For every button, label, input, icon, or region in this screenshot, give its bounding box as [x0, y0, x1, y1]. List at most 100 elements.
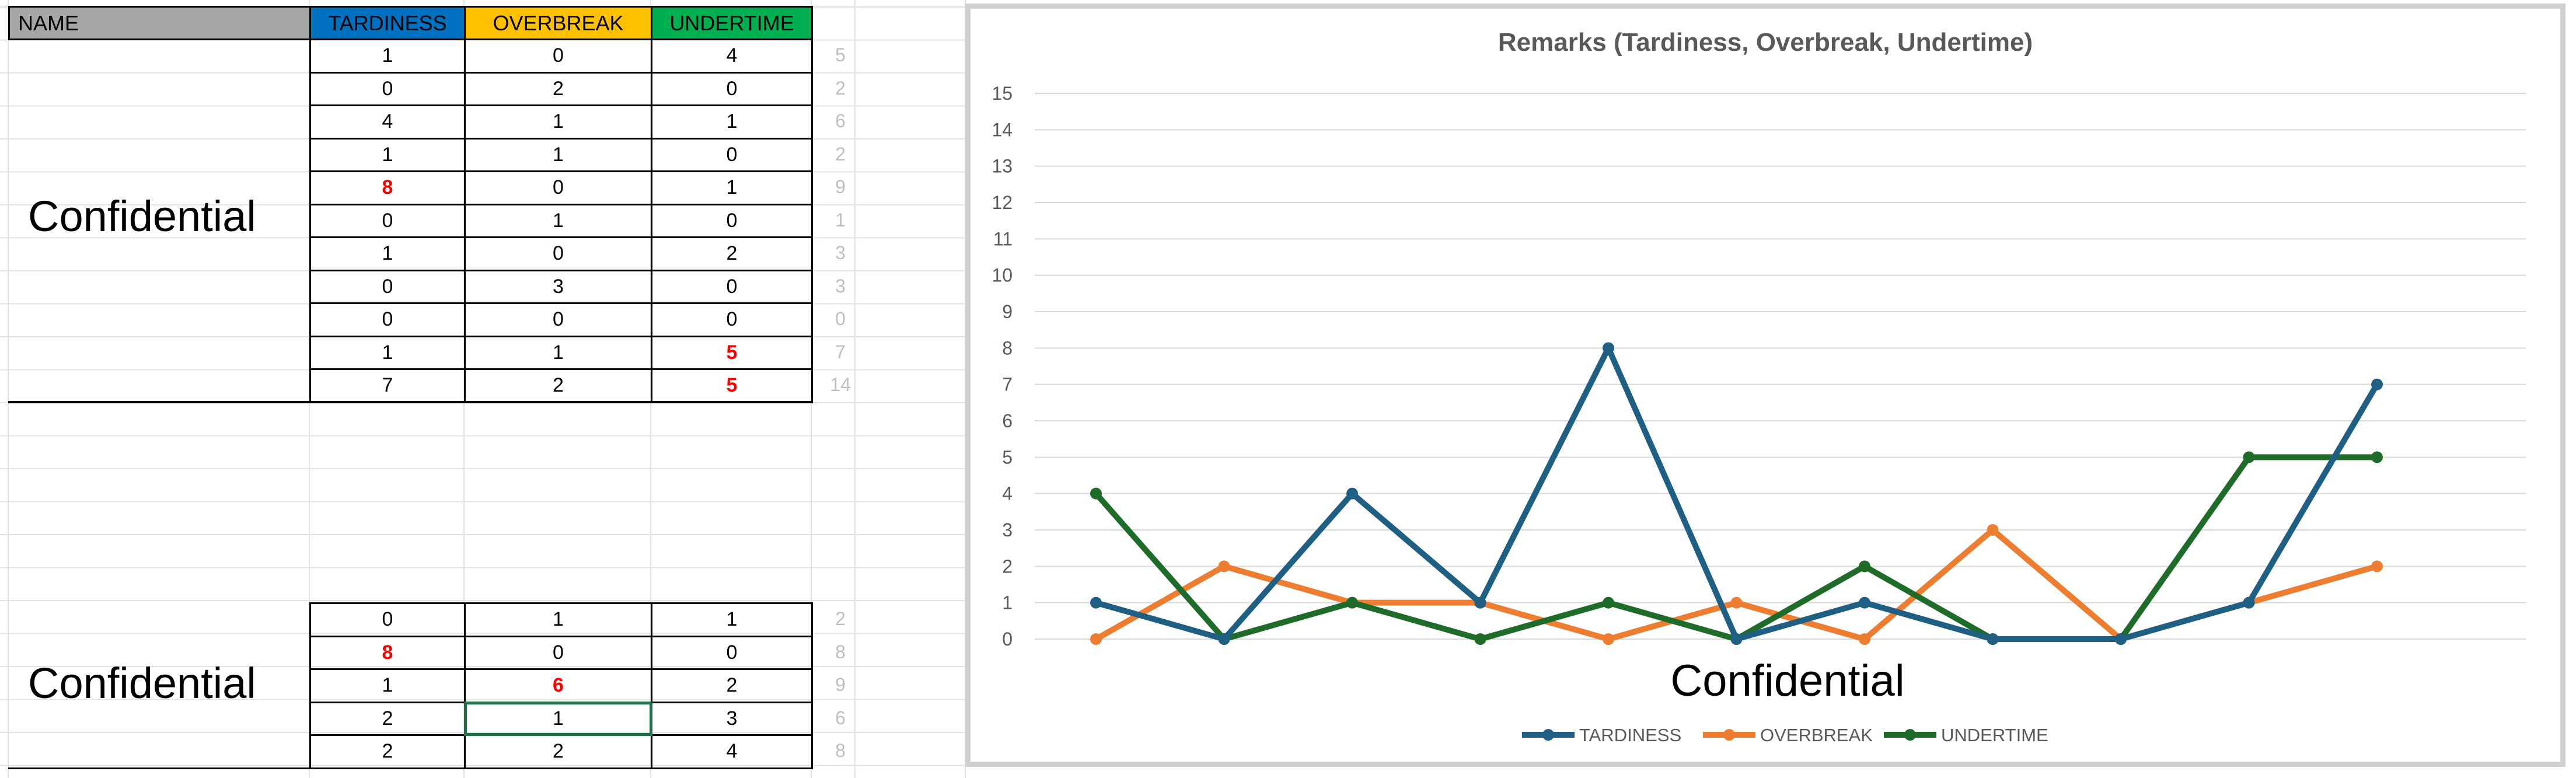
- group1-cell-u[interactable]: 5: [651, 368, 813, 403]
- group1-cell-t[interactable]: 0: [309, 302, 466, 337]
- y-tick-label: 4: [1002, 483, 1013, 504]
- group1-cell-t[interactable]: 0: [309, 71, 466, 106]
- group1-cell-o[interactable]: 1: [464, 203, 652, 238]
- legend-marker-undertime: [1904, 729, 1916, 741]
- series-line-undertime: [1093, 454, 2380, 642]
- y-tick-label: 8: [1002, 337, 1013, 358]
- group1-cell-t[interactable]: 4: [309, 104, 466, 139]
- group2-cell-u[interactable]: 1: [651, 602, 813, 637]
- group2-cell-t[interactable]: 2: [309, 701, 466, 736]
- data-point-tardiness: [1730, 633, 1743, 645]
- group2-cell-u[interactable]: 4: [651, 734, 813, 769]
- y-tick-label: 10: [992, 265, 1013, 286]
- group2-cell-u[interactable]: 2: [651, 668, 813, 703]
- group2-cell-o[interactable]: 6: [464, 668, 652, 703]
- group1-cell-u[interactable]: 0: [651, 269, 813, 304]
- group1-cell-t[interactable]: 1: [309, 39, 466, 74]
- data-point-tardiness: [1987, 633, 1999, 645]
- header-overbreak[interactable]: OVERBREAK: [464, 6, 652, 40]
- group2-cell-o[interactable]: 2: [464, 734, 652, 769]
- group1-cell-o[interactable]: 2: [464, 71, 652, 106]
- group1-cell-u[interactable]: 1: [651, 170, 813, 205]
- data-point-tardiness: [1603, 342, 1614, 354]
- chart-title: Remarks (Tardiness, Overbreak, Undertime…: [1498, 28, 2033, 57]
- group1-cell-t[interactable]: 8: [309, 170, 466, 205]
- group1-cell-o[interactable]: 0: [464, 236, 652, 271]
- data-point-undertime: [1603, 596, 1614, 609]
- data-point-undertime: [1346, 596, 1358, 609]
- data-point-overbreak: [2371, 560, 2383, 573]
- group1-cell-u[interactable]: 0: [651, 71, 813, 106]
- data-point-undertime: [1859, 560, 1870, 573]
- line-chart[interactable]: Remarks (Tardiness, Overbreak, Undertime…: [965, 4, 2565, 767]
- confidential-label-bottom: Confidential: [28, 659, 256, 707]
- group2-cell-u[interactable]: 0: [651, 635, 813, 670]
- data-point-tardiness: [1090, 596, 1102, 609]
- data-point-overbreak: [1090, 633, 1102, 645]
- y-tick-label: 3: [1002, 519, 1013, 540]
- y-tick-label: 15: [992, 83, 1013, 104]
- data-point-undertime: [2243, 451, 2255, 463]
- y-tick-label: 7: [1002, 374, 1013, 395]
- group1-cell-u[interactable]: 4: [651, 39, 813, 74]
- group2-row-total: 9: [835, 674, 846, 695]
- group1-row-total: 0: [835, 308, 846, 329]
- group1-cell-u[interactable]: 5: [651, 335, 813, 370]
- y-tick-label: 5: [1002, 446, 1013, 468]
- group1-row-total: 6: [835, 110, 846, 131]
- group-separator: [8, 401, 811, 403]
- group1-cell-t[interactable]: 1: [309, 236, 466, 271]
- legend-label-tardiness: TARDINESS: [1579, 725, 1681, 745]
- data-point-tardiness: [2115, 633, 2127, 645]
- legend-marker-tardiness: [1542, 729, 1554, 741]
- data-point-tardiness: [2371, 378, 2383, 390]
- group2-row-total: 8: [835, 641, 846, 662]
- group2-row-total: 8: [835, 740, 846, 761]
- y-tick-label: 2: [1002, 556, 1013, 577]
- group1-cell-u[interactable]: 0: [651, 302, 813, 337]
- legend-marker-overbreak: [1723, 729, 1735, 741]
- group2-cell-u[interactable]: 3: [651, 701, 813, 736]
- active-cell-selection[interactable]: [464, 701, 652, 736]
- y-tick-label: 1: [1002, 592, 1013, 613]
- group1-cell-u[interactable]: 2: [651, 236, 813, 271]
- group1-row-total: 9: [835, 176, 846, 197]
- group2-cell-t[interactable]: 8: [309, 635, 466, 670]
- group2-row-total: 2: [835, 608, 846, 629]
- y-tick-label: 11: [993, 228, 1013, 249]
- group1-cell-u[interactable]: 1: [651, 104, 813, 139]
- group2-cell-t[interactable]: 2: [309, 734, 466, 769]
- group1-cell-o[interactable]: 0: [464, 302, 652, 337]
- group1-row-total: 5: [835, 44, 846, 65]
- header-name[interactable]: NAME: [8, 6, 311, 40]
- group1-row-total: 3: [835, 242, 846, 263]
- y-tick-label: 0: [1002, 629, 1013, 650]
- header-undertime[interactable]: UNDERTIME: [651, 6, 813, 40]
- group1-cell-t[interactable]: 1: [309, 137, 466, 172]
- group1-cell-o[interactable]: 1: [464, 104, 652, 139]
- group2-cell-t[interactable]: 1: [309, 668, 466, 703]
- group1-cell-o[interactable]: 3: [464, 269, 652, 304]
- group1-cell-o[interactable]: 0: [464, 170, 652, 205]
- group1-cell-u[interactable]: 0: [651, 203, 813, 238]
- data-point-overbreak: [1603, 633, 1614, 645]
- group1-cell-u[interactable]: 0: [651, 137, 813, 172]
- group1-row-total: 14: [830, 374, 851, 395]
- group1-cell-t[interactable]: 7: [309, 368, 466, 403]
- group1-cell-t[interactable]: 1: [309, 335, 466, 370]
- group1-cell-o[interactable]: 2: [464, 368, 652, 403]
- group2-cell-o[interactable]: 1: [464, 602, 652, 637]
- data-point-tardiness: [1346, 487, 1358, 500]
- group1-cell-o[interactable]: 1: [464, 335, 652, 370]
- group1-cell-t[interactable]: 0: [309, 203, 466, 238]
- group1-cell-o[interactable]: 0: [464, 39, 652, 74]
- group2-row-total: 6: [835, 707, 846, 728]
- header-tardiness[interactable]: TARDINESS: [309, 6, 466, 40]
- data-point-tardiness: [1859, 596, 1870, 609]
- group2-cell-t[interactable]: 0: [309, 602, 466, 637]
- group2-name-column[interactable]: [8, 602, 311, 769]
- data-point-overbreak: [1730, 596, 1743, 609]
- group2-cell-o[interactable]: 0: [464, 635, 652, 670]
- group1-cell-o[interactable]: 1: [464, 137, 652, 172]
- group1-cell-t[interactable]: 0: [309, 269, 466, 304]
